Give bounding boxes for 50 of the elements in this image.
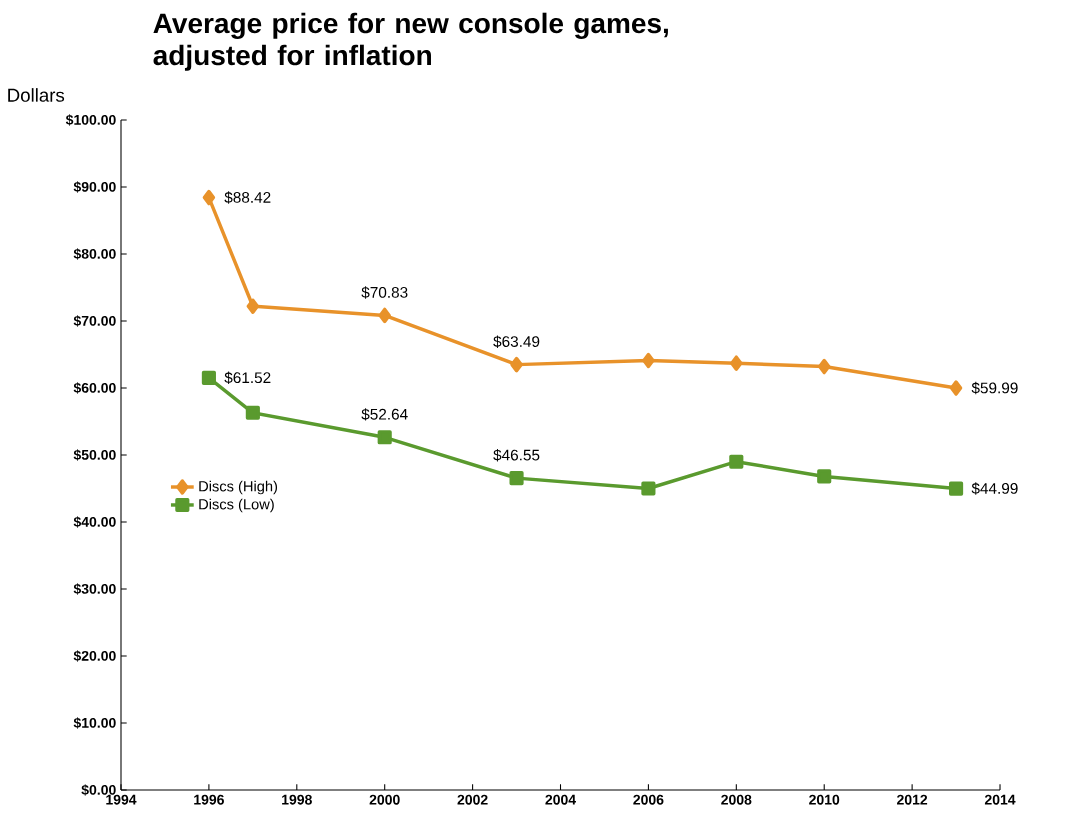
x-tick-label: 2008 xyxy=(721,794,752,805)
y-tick-label: $30.00 xyxy=(73,583,116,595)
point xyxy=(201,370,216,385)
point xyxy=(642,352,655,369)
data-label: $63.49 xyxy=(493,335,540,348)
point xyxy=(817,358,831,375)
data-label: $44.99 xyxy=(971,482,1018,495)
legend-label: Discs (High) xyxy=(199,480,278,495)
point xyxy=(377,430,392,445)
x-tick-label: 2006 xyxy=(633,794,664,805)
point xyxy=(509,471,524,486)
x-tick-label: 2014 xyxy=(984,794,1016,805)
y-tick-label: $10.00 xyxy=(73,717,116,729)
data-label: $70.83 xyxy=(361,286,408,299)
y-tick-label: $50.00 xyxy=(73,449,116,461)
point xyxy=(202,189,216,206)
y-tick-label: $100.00 xyxy=(65,114,116,126)
point xyxy=(729,454,744,469)
point xyxy=(730,355,743,371)
data-label: $59.99 xyxy=(971,381,1018,395)
y-tick-label: $40.00 xyxy=(73,516,116,528)
y-tick-label: $80.00 xyxy=(73,248,116,260)
y-tick-label: $70.00 xyxy=(73,315,116,327)
x-tick-label: 1996 xyxy=(194,794,224,805)
point xyxy=(817,469,832,484)
point xyxy=(510,356,523,373)
chart-title: Average price for new console games, adjusted for inflation xyxy=(153,12,668,71)
y-tick-label: $90.00 xyxy=(73,181,116,193)
point xyxy=(378,307,391,324)
x-tick-label: 2010 xyxy=(809,794,840,805)
y-tick-label: $60.00 xyxy=(73,382,116,394)
point xyxy=(641,481,656,496)
x-tick-label: 2002 xyxy=(457,794,488,805)
point xyxy=(948,481,964,496)
x-tick-label: 1998 xyxy=(282,794,312,805)
legend-label: Discs (Low) xyxy=(199,498,274,513)
x-tick-label: 2004 xyxy=(545,794,576,805)
y-axis-title: Dollars xyxy=(8,88,65,102)
data-label: $61.52 xyxy=(224,371,271,385)
x-tick-label: 2012 xyxy=(897,794,928,805)
data-label: $46.55 xyxy=(493,448,540,462)
y-tick-label: $20.00 xyxy=(73,650,116,662)
data-label: $88.42 xyxy=(224,191,271,204)
point xyxy=(245,405,260,420)
x-tick-label: 1994 xyxy=(106,794,137,805)
y-tick-label: $0.00 xyxy=(81,784,116,796)
x-tick-label: 2000 xyxy=(369,794,400,805)
data-label: $52.64 xyxy=(361,408,408,421)
point xyxy=(949,380,963,396)
point xyxy=(246,298,260,314)
